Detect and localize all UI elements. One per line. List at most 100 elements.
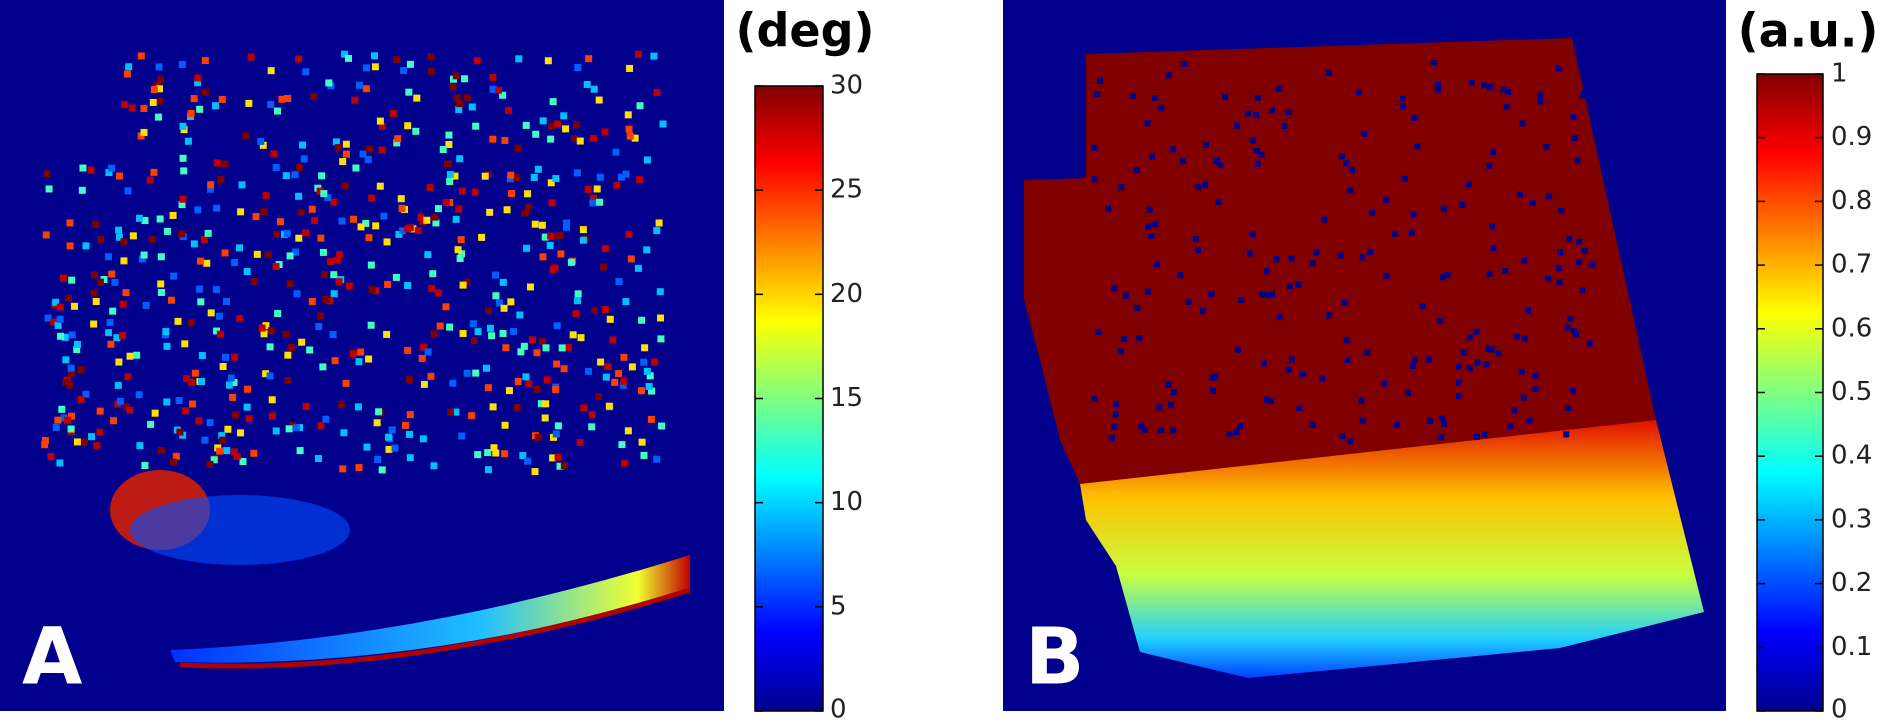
speckle [562,223,570,231]
speckle [266,372,274,380]
tick-label: 0 [830,695,847,724]
speckle [133,351,141,359]
speckle [178,201,186,209]
speckle [268,396,276,404]
speckle [140,128,148,136]
speckle [541,414,549,422]
speckle [645,382,653,390]
speckle [420,380,428,388]
speckle [1495,350,1502,357]
speckle [157,76,165,84]
speckle [399,227,407,235]
speckle [363,443,371,451]
edge [179,587,691,669]
speckle [468,103,476,111]
speckle [557,250,565,258]
speckle [1347,187,1354,194]
speckle [571,135,579,143]
speckle [1517,191,1524,198]
speckle [136,442,144,450]
speckle [52,424,60,432]
speckle [212,102,220,110]
speckle [67,364,75,372]
speckle [1249,231,1256,238]
speckle [474,328,482,336]
speckle [184,137,192,145]
speckle [1466,334,1473,341]
speckle [418,354,426,362]
speckle [524,190,532,198]
speckle [126,406,134,414]
tick-label: 0.6 [1831,313,1872,343]
speckle [1438,434,1445,441]
speckle [180,167,188,175]
speckle [351,96,359,104]
speckle [1500,86,1507,93]
speckle [1355,89,1362,96]
speckle [1344,356,1351,363]
speckle [324,194,332,202]
speckle [158,446,166,454]
speckle [286,280,294,288]
speckle [634,264,642,272]
speckle [653,89,661,97]
speckle [374,455,382,463]
speckle [434,289,442,297]
speckle [615,370,623,378]
speckle [82,390,90,398]
speckle [547,232,555,240]
speckle [446,408,454,416]
speckle [1141,426,1148,433]
speckle [283,229,291,237]
speckle [213,204,221,212]
speckle [1152,94,1159,101]
speckle [230,378,238,386]
speckle [1569,387,1576,394]
speckle [506,175,514,183]
speckle [157,253,165,261]
speckle [1199,308,1206,315]
speckle [549,454,557,462]
speckle [56,315,64,323]
speckle [653,455,661,463]
speckle [442,303,450,311]
speckle [456,155,464,163]
speckle [1410,363,1417,370]
speckle [284,376,292,384]
speckle [591,306,599,314]
speckle [336,251,344,259]
speckle [278,95,286,103]
speckle [576,438,584,446]
speckle [1216,161,1223,168]
speckle [68,412,76,420]
speckle [1507,423,1514,430]
speckle [609,336,617,344]
speckle [210,456,218,464]
speckle [552,175,560,183]
speckle [189,400,197,408]
speckle [123,70,131,78]
speckle [1269,291,1276,298]
speckle [1165,72,1172,79]
speckle [1359,417,1366,424]
speckle [1525,307,1532,314]
speckle [554,453,562,461]
speckle [1268,107,1275,114]
speckle [141,462,149,470]
speckle [367,321,375,329]
speckle [1439,415,1446,422]
speckle [419,217,427,225]
speckle [44,314,52,322]
speckle [52,298,60,306]
speckle [1474,434,1481,441]
speckle [544,57,552,65]
speckle [57,332,65,340]
speckle [1566,235,1573,242]
colorbar-label: (deg) [735,4,874,58]
speckle [499,278,507,286]
speckle [126,352,134,360]
tick-label: 0.1 [1831,632,1872,662]
speckle [330,271,338,279]
speckle [325,79,333,87]
speckle [315,322,323,330]
